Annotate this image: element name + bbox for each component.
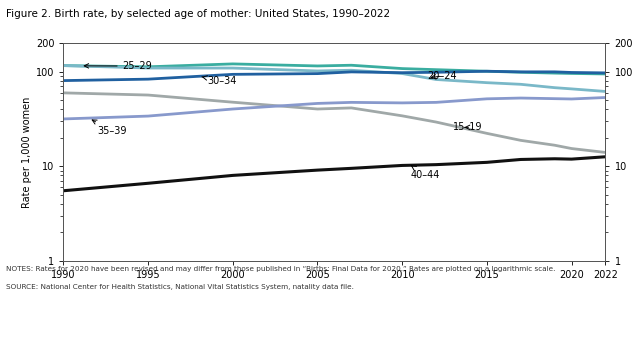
Text: NOTES: Rates for 2020 have been revised and may differ from those published in “: NOTES: Rates for 2020 have been revised … [6,266,556,272]
Text: 30–34: 30–34 [202,76,236,86]
Text: Figure 2. Birth rate, by selected age of mother: United States, 1990–2022: Figure 2. Birth rate, by selected age of… [6,9,391,19]
Text: 35–39: 35–39 [92,120,127,136]
Y-axis label: Rate per 1,000 women: Rate per 1,000 women [22,96,32,208]
Text: 20–24: 20–24 [427,71,457,81]
Bar [63,43,605,261]
Text: © National Center for Health Statistics/CDC: © National Center for Health Statistics/… [8,342,248,352]
Text: 40–44: 40–44 [411,166,440,180]
Text: 15–19: 15–19 [453,122,482,132]
Text: 25–29: 25–29 [84,61,152,71]
Text: SOURCE: National Center for Health Statistics, National Vital Statistics System,: SOURCE: National Center for Health Stati… [6,284,354,290]
